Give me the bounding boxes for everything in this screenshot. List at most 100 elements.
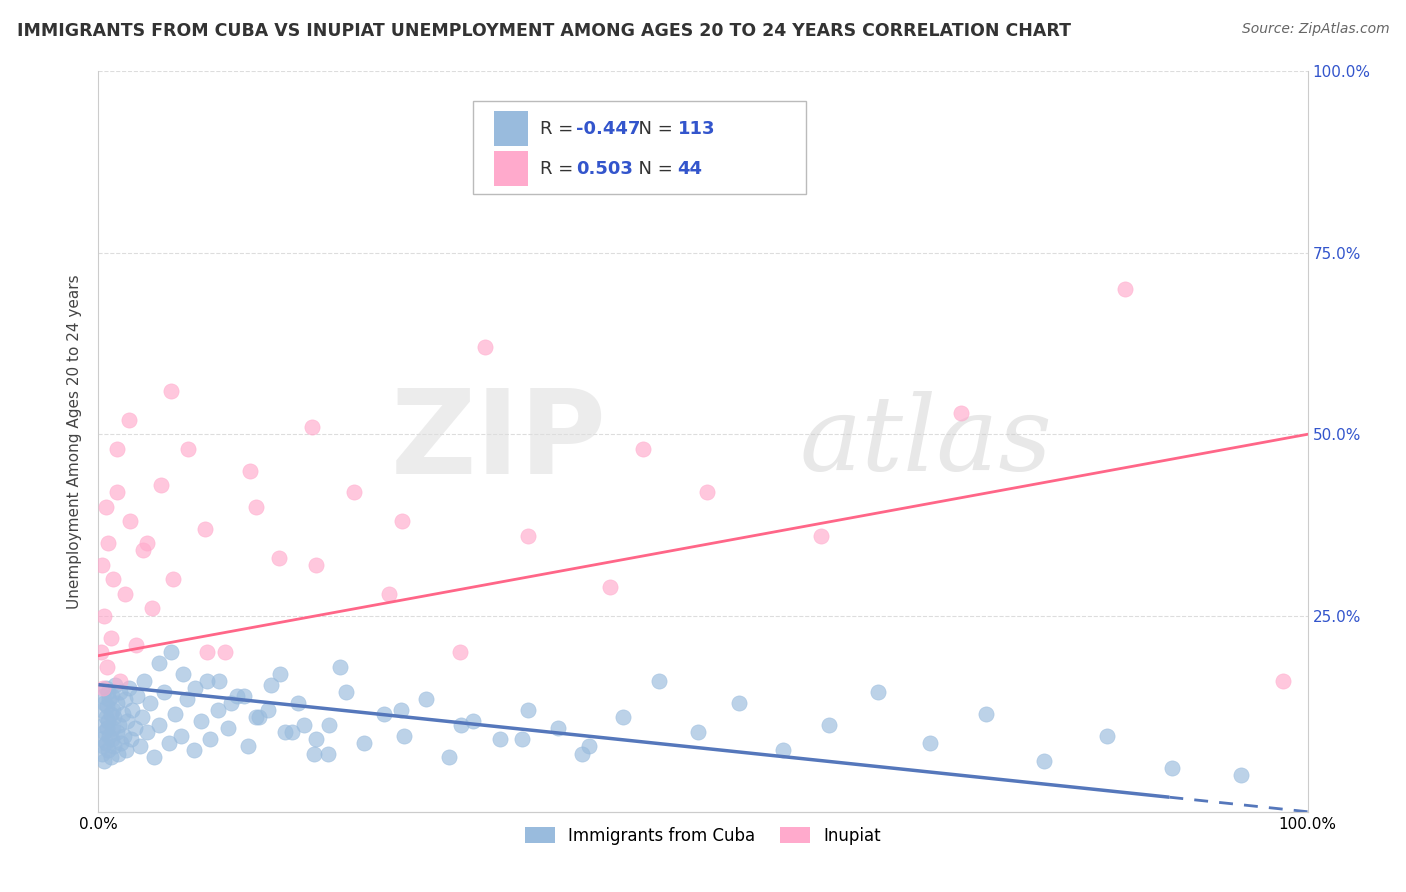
- Point: [111, 706, 134, 721]
- Point: [97, 714, 120, 728]
- Point: [292, 717, 315, 731]
- Point: [648, 674, 671, 689]
- Point: [377, 587, 399, 601]
- Text: atlas: atlas: [800, 391, 1053, 492]
- Point: [96, 659, 118, 673]
- Point: [112, 729, 135, 743]
- Point: [256, 703, 278, 717]
- Point: [101, 703, 124, 717]
- Point: [238, 739, 260, 754]
- Point: [217, 721, 239, 735]
- Point: [98, 692, 121, 706]
- Point: [810, 529, 832, 543]
- Point: [599, 580, 621, 594]
- Point: [103, 710, 125, 724]
- Text: 113: 113: [678, 120, 716, 137]
- Point: [489, 732, 512, 747]
- Point: [114, 587, 136, 601]
- Point: [135, 536, 157, 550]
- Point: [91, 747, 114, 761]
- Point: [920, 736, 942, 750]
- Point: [94, 736, 117, 750]
- Point: [342, 485, 364, 500]
- Point: [157, 736, 180, 750]
- Point: [118, 413, 141, 427]
- Point: [1161, 761, 1184, 775]
- Point: [772, 743, 794, 757]
- Point: [1272, 674, 1295, 689]
- Point: [391, 515, 413, 529]
- Point: [98, 729, 121, 743]
- Point: [108, 685, 131, 699]
- Point: [100, 689, 122, 703]
- Point: [208, 674, 231, 689]
- Point: [139, 696, 162, 710]
- Point: [141, 601, 163, 615]
- Point: [1114, 282, 1136, 296]
- Point: [94, 500, 117, 514]
- Point: [93, 724, 115, 739]
- Point: [91, 739, 114, 754]
- Point: [90, 732, 112, 747]
- Point: [91, 558, 114, 572]
- Point: [100, 732, 122, 747]
- Point: [105, 724, 128, 739]
- Point: [437, 750, 460, 764]
- Point: [90, 645, 112, 659]
- Point: [132, 543, 155, 558]
- Point: [91, 681, 114, 696]
- Point: [198, 732, 221, 747]
- Point: [148, 717, 170, 731]
- Point: [612, 710, 634, 724]
- Point: [318, 717, 340, 731]
- Point: [247, 710, 270, 724]
- Point: [195, 645, 218, 659]
- Point: [118, 515, 141, 529]
- Point: [135, 724, 157, 739]
- Point: [108, 674, 131, 689]
- Point: [267, 550, 290, 565]
- Point: [578, 739, 600, 754]
- Point: [103, 739, 125, 754]
- Point: [101, 721, 124, 735]
- Text: ZIP: ZIP: [391, 384, 606, 499]
- Point: [287, 696, 309, 710]
- Text: -0.447: -0.447: [576, 120, 640, 137]
- Point: [117, 714, 139, 728]
- Point: [134, 674, 156, 689]
- Point: [194, 522, 217, 536]
- Point: [105, 485, 128, 500]
- Point: [302, 747, 325, 761]
- Point: [150, 478, 173, 492]
- Point: [183, 743, 205, 757]
- Point: [232, 689, 254, 703]
- Point: [190, 714, 212, 728]
- Point: [305, 732, 328, 747]
- Text: N =: N =: [627, 120, 678, 137]
- Point: [226, 689, 249, 703]
- Point: [221, 696, 243, 710]
- Point: [415, 692, 437, 706]
- Point: [269, 666, 291, 681]
- Bar: [494, 151, 527, 186]
- Legend: Immigrants from Cuba, Inupiat: Immigrants from Cuba, Inupiat: [519, 820, 887, 852]
- Point: [94, 710, 117, 724]
- Point: [93, 608, 115, 623]
- Point: [245, 500, 267, 514]
- Point: [547, 721, 569, 735]
- Point: [120, 732, 142, 747]
- Point: [449, 645, 471, 659]
- Bar: [494, 111, 527, 146]
- Point: [94, 681, 117, 696]
- Point: [373, 706, 395, 721]
- Point: [169, 729, 191, 743]
- Point: [245, 710, 267, 724]
- Point: [281, 724, 304, 739]
- Point: [114, 692, 136, 706]
- Point: [118, 681, 141, 696]
- FancyBboxPatch shape: [474, 101, 806, 194]
- Point: [516, 529, 538, 543]
- Point: [176, 692, 198, 706]
- Point: [316, 747, 339, 761]
- Text: R =: R =: [540, 120, 579, 137]
